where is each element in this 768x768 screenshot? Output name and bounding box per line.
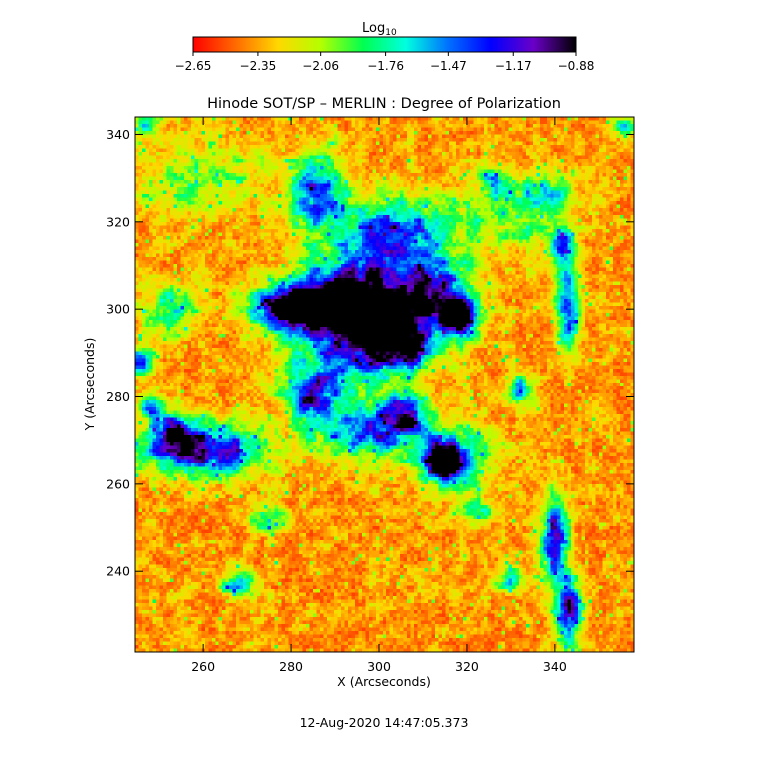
- colorbar-tick-label: −1.76: [367, 59, 404, 73]
- y-tick-label: 340: [106, 127, 130, 142]
- y-tick-label: 280: [106, 389, 130, 404]
- timestamp: 12-Aug-2020 14:47:05.373: [300, 715, 469, 730]
- colorbar-label: Log10: [362, 21, 397, 38]
- colorbar-tick-label: −2.65: [175, 59, 212, 73]
- chart-title: Hinode SOT/SP – MERLIN : Degree of Polar…: [207, 96, 561, 112]
- colorbar-tick-label: −2.35: [240, 59, 277, 73]
- colorbar-gradient: [192, 36, 577, 53]
- y-tick-label: 260: [106, 476, 130, 491]
- x-tick-label: 280: [279, 659, 303, 674]
- y-tick-label: 300: [106, 302, 130, 317]
- colorbar-tick-label: −2.06: [302, 59, 339, 73]
- y-axis-label: Y (Arcseconds): [82, 338, 97, 432]
- colorbar-label-main: Log: [362, 21, 385, 36]
- y-axis: 240 260 280 300 320 340: [106, 127, 634, 579]
- x-tick-label: 340: [543, 659, 567, 674]
- x-tick-label: 320: [455, 659, 479, 674]
- x-tick-label: 300: [367, 659, 391, 674]
- colorbar-ticks: −2.65 −2.35 −2.06 −1.76 −1.47 −1.17 −0.88: [175, 52, 595, 73]
- x-axis-label: X (Arcseconds): [337, 674, 431, 689]
- colorbar-tick-label: −0.88: [558, 59, 595, 73]
- y-tick-label: 320: [106, 214, 130, 229]
- plot-frame: [134, 116, 635, 653]
- colorbar-label-sub: 10: [385, 28, 397, 38]
- heatmap-image: [135, 117, 634, 652]
- x-tick-label: 260: [191, 659, 215, 674]
- colorbar: Log10 −2.65 −2.35 −2.06 −1.76 −1.47 −1.17 −0.8…: [175, 21, 595, 73]
- heatmap-raster: [135, 117, 634, 652]
- x-axis: 260 280 300 320 340: [191, 117, 567, 674]
- y-tick-label: 240: [106, 564, 130, 579]
- colorbar-tick-label: −1.17: [495, 59, 532, 73]
- colorbar-tick-label: −1.47: [430, 59, 467, 73]
